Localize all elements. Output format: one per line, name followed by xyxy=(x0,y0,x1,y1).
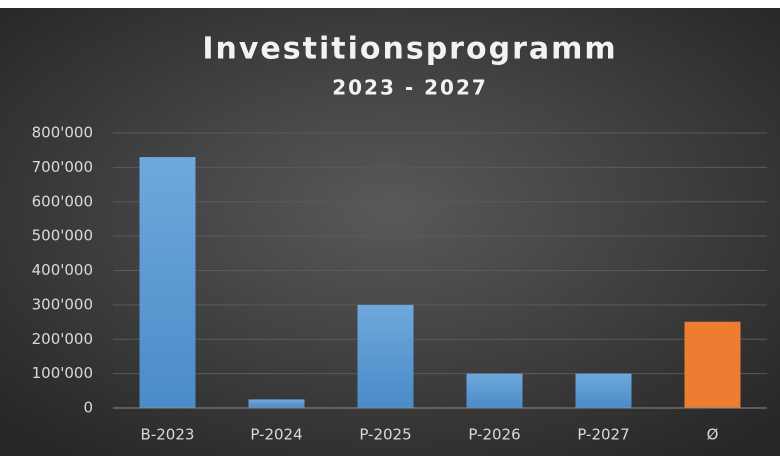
bar xyxy=(575,373,632,408)
x-tick-label: P-2027 xyxy=(577,426,629,444)
y-tick-label: 800'000 xyxy=(32,124,93,142)
x-tick-label: P-2025 xyxy=(359,426,411,444)
x-tick-label: B-2023 xyxy=(141,426,195,444)
bar xyxy=(139,157,196,408)
x-tick-label: P-2024 xyxy=(250,426,302,444)
y-tick-label: 400'000 xyxy=(32,261,93,279)
y-tick-label: 500'000 xyxy=(32,227,93,245)
y-tick-label: 0 xyxy=(83,399,93,417)
y-tick-label: 600'000 xyxy=(32,192,93,210)
y-tick-label: 100'000 xyxy=(32,364,93,382)
y-tick-label: 200'000 xyxy=(32,330,93,348)
bar xyxy=(357,304,414,408)
bar xyxy=(466,373,523,408)
x-tick-label: P-2026 xyxy=(468,426,520,444)
chart-title: Investitionsprogramm xyxy=(202,32,617,67)
chart-subtitle: 2023 - 2027 xyxy=(332,76,488,100)
x-tick-label: Ø xyxy=(707,426,719,444)
y-tick-label: 700'000 xyxy=(32,158,93,176)
bar xyxy=(684,321,741,408)
bar xyxy=(248,399,305,408)
y-tick-label: 300'000 xyxy=(32,295,93,313)
